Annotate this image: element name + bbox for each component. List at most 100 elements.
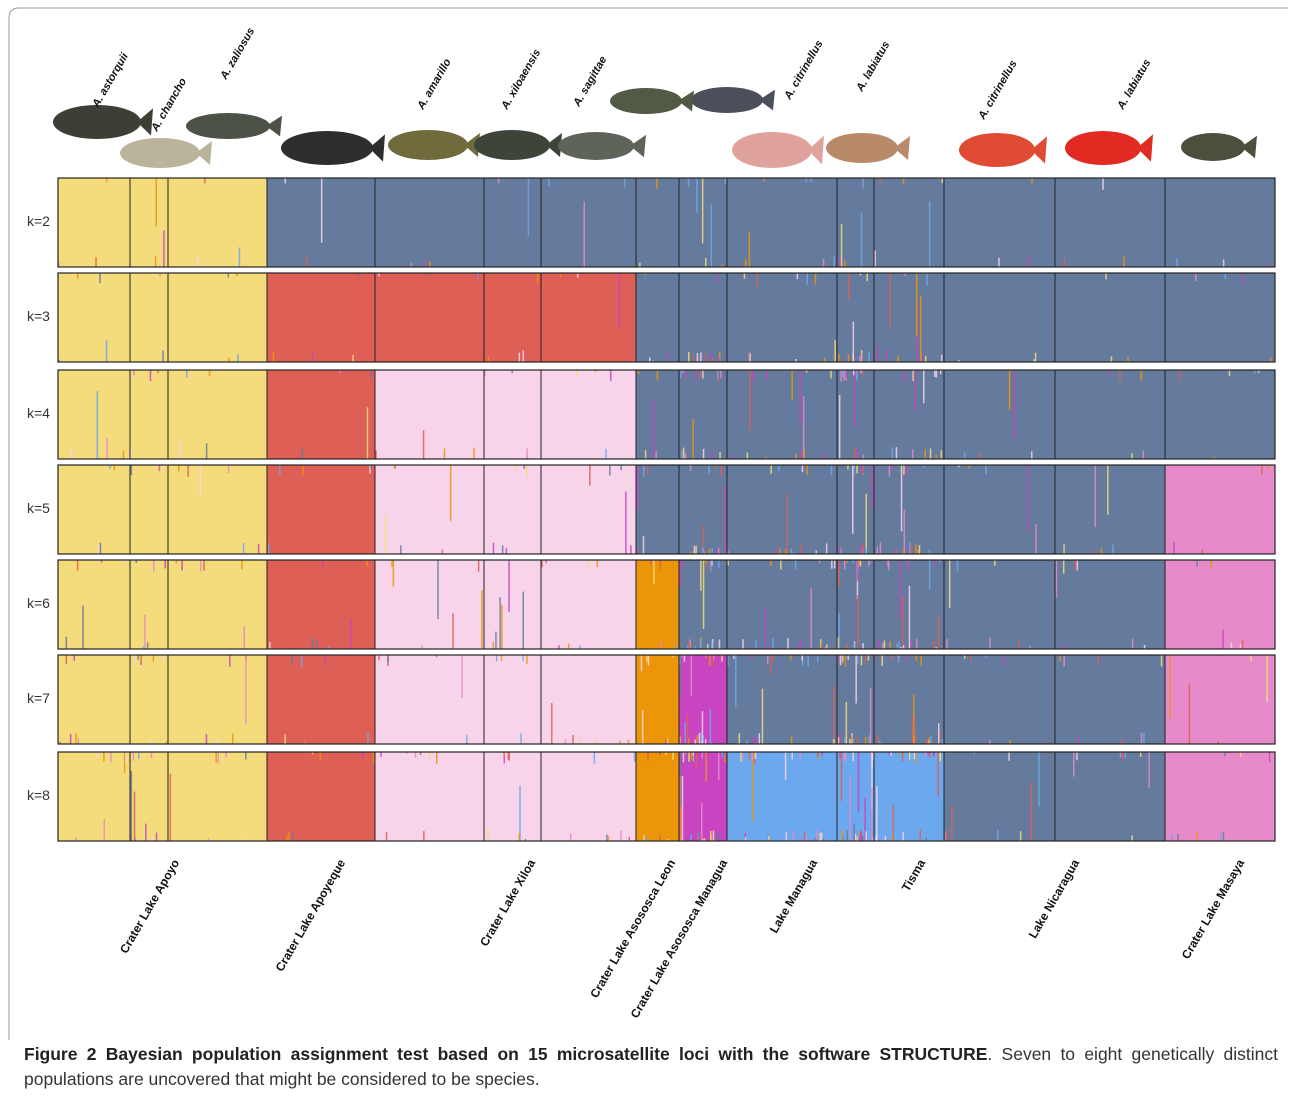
admixture-stripe <box>1029 645 1031 650</box>
admixture-stripe <box>856 370 858 381</box>
admixture-stripe <box>203 560 205 571</box>
fish <box>388 130 468 160</box>
admixture-stripe <box>656 178 658 189</box>
admixture-stripe <box>291 833 294 842</box>
admixture-stripe <box>711 642 713 650</box>
admixture-stripe <box>179 439 181 459</box>
admixture-stripe <box>132 370 135 376</box>
fish-tail <box>894 136 910 160</box>
population-block <box>874 273 944 362</box>
admixture-stripe <box>688 351 690 362</box>
admixture-stripe <box>503 752 505 764</box>
admixture-stripe <box>702 560 705 629</box>
admixture-stripe <box>140 655 143 663</box>
admixture-stripe <box>997 830 999 841</box>
admixture-stripe <box>844 737 846 745</box>
admixture-stripe <box>76 560 79 571</box>
admixture-stripe <box>687 752 689 764</box>
admixture-stripe <box>865 548 867 555</box>
admixture-stripe <box>715 465 717 469</box>
population-block <box>944 560 1055 649</box>
admixture-stripe <box>495 655 498 662</box>
population-label: Crater Lake Xiloa <box>477 857 538 949</box>
admixture-stripe <box>892 805 894 841</box>
population-block <box>375 370 484 459</box>
admixture-stripe <box>665 752 667 755</box>
admixture-stripe <box>752 752 754 822</box>
admixture-stripe <box>680 752 682 807</box>
fish <box>959 133 1035 167</box>
admixture-stripe <box>888 560 890 571</box>
admixture-stripe <box>559 273 562 277</box>
admixture-stripe <box>865 831 867 841</box>
admixture-stripe <box>155 178 157 227</box>
admixture-stripe <box>594 370 597 373</box>
admixture-stripe <box>935 454 937 459</box>
admixture-stripe <box>558 645 560 649</box>
admixture-stripe <box>708 548 711 555</box>
admixture-stripe <box>940 370 942 375</box>
admixture-stripe <box>724 485 726 555</box>
population-block <box>58 465 130 554</box>
admixture-stripe <box>686 645 689 649</box>
admixture-stripe <box>237 354 239 363</box>
admixture-stripe <box>862 465 864 475</box>
admixture-stripe <box>716 273 718 282</box>
admixture-stripe <box>862 178 864 188</box>
admixture-stripe <box>103 818 105 842</box>
fish-tail <box>1241 135 1257 159</box>
admixture-stripe <box>642 535 645 555</box>
admixture-stripe <box>316 641 318 649</box>
admixture-stripe <box>339 370 341 373</box>
admixture-stripe <box>746 740 748 745</box>
admixture-stripe <box>508 560 510 613</box>
admixture-stripe <box>659 560 662 570</box>
admixture-stripe <box>748 231 751 267</box>
admixture-stripe <box>871 752 873 768</box>
admixture-stripe <box>925 837 928 842</box>
admixture-stripe <box>236 273 238 276</box>
admixture-stripe <box>659 641 662 649</box>
admixture-stripe <box>886 350 888 363</box>
admixture-stripe <box>1148 752 1150 788</box>
admixture-stripe <box>187 465 189 477</box>
admixture-stripe <box>449 465 452 521</box>
admixture-stripe <box>868 560 870 567</box>
admixture-stripe <box>928 201 931 268</box>
admixture-stripe <box>727 550 729 555</box>
fish <box>120 138 200 168</box>
admixture-stripe <box>985 465 987 475</box>
admixture-stripe <box>848 273 850 300</box>
admixture-stripe <box>709 352 711 363</box>
population-block <box>1055 370 1165 459</box>
admixture-stripe <box>541 560 543 568</box>
admixture-stripe <box>284 178 286 184</box>
admixture-stripe <box>522 591 524 650</box>
admixture-stripe <box>840 752 843 801</box>
admixture-stripe <box>822 837 825 841</box>
admixture-stripe <box>806 273 808 285</box>
admixture-stripe <box>324 655 327 666</box>
admixture-stripe <box>704 739 707 745</box>
admixture-stripe <box>301 448 304 460</box>
admixture-stripe <box>689 465 691 467</box>
species-label: A. zaliosus <box>218 26 258 83</box>
admixture-stripe <box>806 465 808 475</box>
admixture-stripe <box>784 752 787 780</box>
admixture-stripe <box>437 560 439 620</box>
admixture-stripe <box>1009 740 1011 744</box>
admixture-stripe <box>694 739 696 744</box>
population-block <box>541 273 636 362</box>
admixture-stripe <box>150 739 152 744</box>
population-block <box>727 273 837 362</box>
frame <box>8 7 1288 1040</box>
admixture-stripe <box>803 449 805 459</box>
population-block <box>130 752 168 841</box>
admixture-stripe <box>245 655 247 725</box>
admixture-stripe <box>424 258 426 267</box>
population-block <box>874 465 944 554</box>
admixture-stripe <box>875 344 878 363</box>
admixture-stripe <box>702 838 704 842</box>
admixture-stripe <box>800 639 803 649</box>
admixture-stripe <box>742 639 744 650</box>
